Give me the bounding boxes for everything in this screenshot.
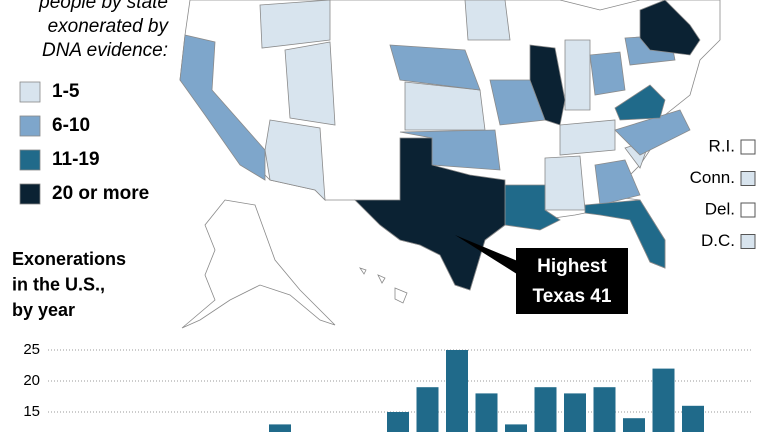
bar-chart: Exonerations in the U.S., by year 25 20 15 bbox=[12, 249, 752, 437]
state bbox=[589, 51, 626, 96]
y-tick-label: 25 bbox=[23, 341, 40, 358]
state bbox=[544, 155, 586, 211]
callout-text: Texas 41 bbox=[533, 286, 612, 307]
state bbox=[594, 159, 641, 206]
state bbox=[179, 34, 266, 181]
legend-title: people by state bbox=[38, 0, 168, 13]
state bbox=[399, 129, 501, 171]
callout-text: Highest bbox=[537, 256, 607, 277]
legend-label: 11-19 bbox=[52, 149, 100, 170]
state bbox=[264, 119, 326, 202]
chart-title: by year bbox=[12, 300, 75, 320]
state bbox=[389, 44, 481, 91]
small-state-label: R.I. bbox=[709, 136, 735, 155]
small-states-legend: R.I. Conn. Del. D.C. bbox=[690, 136, 756, 250]
state bbox=[559, 119, 616, 156]
bar bbox=[534, 387, 557, 437]
alaska bbox=[181, 199, 336, 329]
callout-pointer bbox=[455, 235, 520, 276]
legend-label: 6-10 bbox=[52, 115, 90, 136]
legend-label: 1-5 bbox=[52, 81, 80, 102]
legend-title: DNA evidence: bbox=[42, 40, 168, 61]
bar bbox=[505, 424, 527, 437]
legend-swatch bbox=[19, 183, 41, 205]
legend-label: 20 or more bbox=[52, 183, 149, 204]
legend: people by state exonerated by DNA evidence… bbox=[19, 0, 170, 205]
bar bbox=[475, 393, 498, 437]
bar bbox=[593, 387, 616, 437]
state bbox=[354, 137, 506, 291]
small-state-label: Conn. bbox=[690, 168, 735, 187]
bar bbox=[269, 424, 291, 437]
callout-box bbox=[516, 248, 628, 314]
state bbox=[564, 39, 591, 111]
state bbox=[639, 0, 701, 56]
state bbox=[284, 41, 336, 126]
legend-title: exonerated by bbox=[48, 16, 170, 37]
hawaii bbox=[359, 267, 408, 304]
state bbox=[259, 0, 331, 49]
small-state-swatch bbox=[740, 202, 756, 218]
bar bbox=[682, 405, 704, 437]
bar bbox=[387, 412, 409, 437]
bar bbox=[564, 393, 586, 437]
us-map bbox=[179, 0, 721, 329]
state bbox=[529, 44, 566, 126]
bar bbox=[652, 368, 675, 437]
y-tick-label: 20 bbox=[23, 372, 40, 389]
state bbox=[464, 0, 511, 41]
small-state-swatch bbox=[740, 139, 756, 155]
y-tick-label: 15 bbox=[23, 403, 40, 420]
small-state-label: Del. bbox=[705, 199, 735, 218]
legend-swatch bbox=[19, 81, 41, 103]
small-state-swatch bbox=[740, 171, 756, 186]
chart-title: in the U.S., bbox=[12, 274, 105, 294]
state bbox=[614, 84, 666, 121]
state bbox=[584, 199, 666, 269]
small-state-swatch bbox=[740, 234, 756, 249]
legend-swatch bbox=[19, 115, 41, 137]
bar bbox=[446, 350, 468, 437]
legend-swatch bbox=[19, 149, 41, 171]
small-state-label: D.C. bbox=[701, 231, 735, 250]
chart-title: Exonerations bbox=[12, 249, 126, 269]
bar bbox=[623, 418, 645, 437]
bar bbox=[416, 387, 439, 437]
